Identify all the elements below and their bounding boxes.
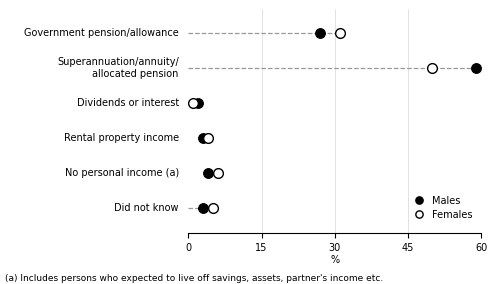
Point: [429, 66, 436, 70]
Point: [199, 136, 207, 141]
X-axis label: %: %: [330, 255, 339, 265]
Point: [189, 101, 197, 105]
Point: [194, 101, 202, 105]
Point: [204, 171, 212, 176]
Point: [316, 31, 324, 35]
Point: [204, 136, 212, 141]
Point: [336, 31, 344, 35]
Text: (a) Includes persons who expected to live off savings, assets, partner's income : (a) Includes persons who expected to liv…: [5, 273, 383, 283]
Point: [472, 66, 480, 70]
Point: [199, 206, 207, 211]
Legend: Males, Females: Males, Females: [406, 192, 476, 224]
Point: [209, 206, 217, 211]
Point: [214, 171, 222, 176]
